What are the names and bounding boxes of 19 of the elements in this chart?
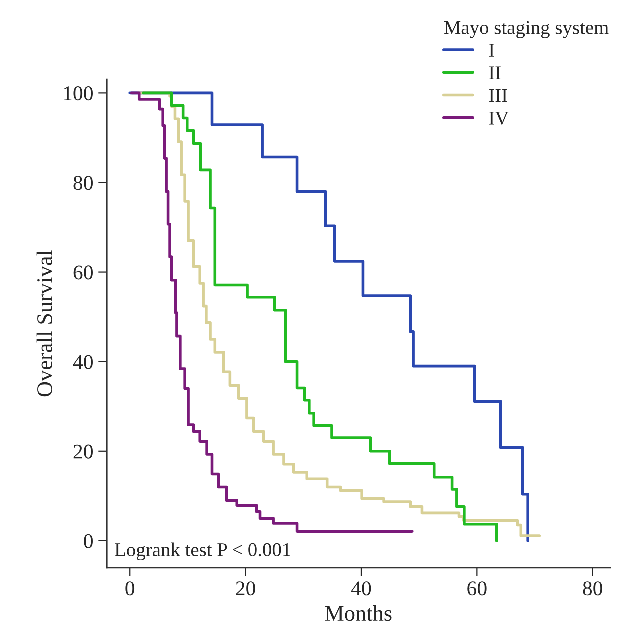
- legend-label: II: [489, 66, 501, 80]
- legend-label: I: [489, 44, 494, 57]
- legend-label: IV: [489, 112, 509, 125]
- x-tick-label: 60: [468, 582, 487, 596]
- x-tick-label: 40: [351, 582, 372, 596]
- annotation: Logrank test P < 0.001: [115, 542, 290, 560]
- y-axis-title: Overall Survival: [36, 250, 52, 397]
- y-tick-label: 80: [74, 176, 93, 190]
- y-tick-label: 100: [64, 86, 93, 101]
- y-tick-label: 0: [84, 534, 93, 548]
- legend-label: III: [489, 89, 508, 102]
- legend-title: Mayo staging system: [444, 21, 609, 38]
- y-tick-label: 60: [74, 266, 93, 280]
- y-tick-label: 20: [74, 444, 93, 459]
- x-tick-label: 80: [583, 582, 602, 596]
- x-tick-label: 0: [126, 582, 135, 596]
- x-tick-label: 20: [236, 582, 256, 596]
- x-axis-title: Months: [325, 605, 392, 622]
- y-tick-label: 40: [73, 355, 93, 370]
